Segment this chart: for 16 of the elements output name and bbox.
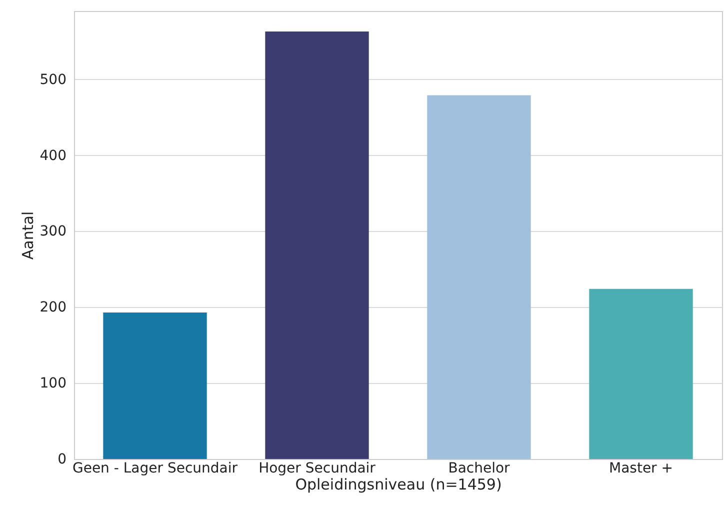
bar [265,32,369,459]
bar [103,312,207,459]
y-tick-label: 0 [58,452,66,468]
y-axis-title: Aantal [18,211,37,260]
y-tick-label: 400 [40,148,66,164]
x-axis-title: Opleidingsniveau (n=1459) [295,476,502,494]
y-tick-label: 100 [40,376,66,392]
y-tick-label: 300 [40,224,66,240]
x-tick-label: Hoger Secundair [258,460,376,476]
bar [427,95,531,459]
x-tick-label: Master + [609,460,673,476]
y-tick-label: 500 [40,72,66,88]
bar [589,288,693,459]
y-tick-label: 200 [40,300,66,316]
x-tick-label: Bachelor [448,460,510,476]
x-tick-label: Geen - Lager Secundair [72,460,238,476]
